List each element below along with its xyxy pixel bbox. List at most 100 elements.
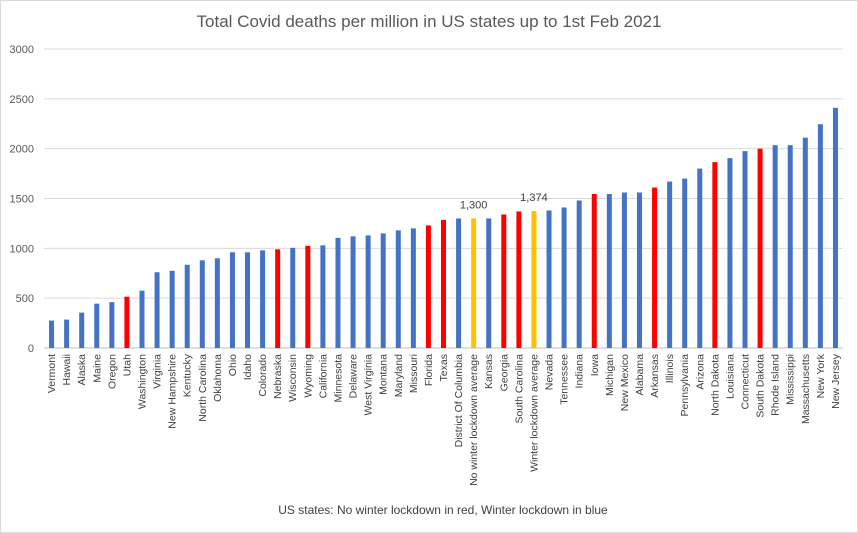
bar	[697, 168, 703, 348]
x-tick-label: Maine	[91, 354, 103, 383]
bar	[199, 260, 205, 348]
x-tick-label: Wyoming	[302, 354, 314, 398]
bar	[531, 211, 537, 348]
x-tick-label: Delaware	[348, 354, 360, 399]
bar	[350, 236, 356, 348]
x-tick-label: Vermont	[46, 354, 58, 393]
x-tick-label: Missouri	[408, 354, 420, 393]
bar	[516, 211, 522, 348]
x-tick-label: Arkansas	[649, 354, 661, 398]
bar	[410, 228, 416, 348]
y-tick-label: 1000	[10, 243, 34, 255]
x-tick-label: North Dakota	[709, 354, 721, 416]
x-tick-label: Maryland	[393, 354, 405, 397]
gridlines	[44, 48, 843, 349]
x-tick-label: Winter lockdown average	[528, 354, 540, 472]
bar	[682, 178, 688, 348]
x-tick-label: Connecticut	[740, 354, 752, 410]
x-tick-label: Washington	[136, 354, 148, 409]
x-tick-label: Virginia	[152, 354, 164, 389]
x-tick-label: Ohio	[227, 354, 239, 376]
bar	[606, 194, 612, 348]
x-tick-label: Indiana	[574, 354, 586, 389]
bar	[229, 252, 235, 348]
bar	[214, 258, 220, 348]
bar	[139, 290, 145, 348]
bar	[817, 124, 823, 348]
x-tick-label: Tennessee	[559, 354, 571, 405]
y-tick-label: 3000	[10, 44, 34, 56]
bar	[184, 264, 190, 348]
bar	[169, 270, 175, 348]
y-tick-label: 0	[28, 343, 34, 355]
bar	[290, 247, 296, 348]
bar	[727, 158, 733, 348]
y-tick-label: 2500	[10, 94, 34, 106]
x-tick-label: New Hampshire	[167, 354, 179, 429]
bar	[471, 218, 477, 348]
x-tick-label: Idaho	[242, 354, 254, 380]
bar	[441, 219, 446, 348]
bar	[742, 151, 748, 348]
x-tick-label: Minnesota	[332, 354, 344, 403]
bar	[802, 137, 808, 348]
x-tick-label: Illinois	[664, 354, 676, 383]
bar	[275, 249, 281, 348]
bar	[546, 210, 552, 348]
x-tick-label: No winter lockdown average	[468, 354, 480, 486]
x-tick-label: South Carolina	[513, 354, 525, 424]
bar	[772, 145, 778, 348]
x-tick-label: Nebraska	[272, 354, 284, 399]
bar	[305, 245, 311, 348]
x-tick-label: New Jersey	[830, 353, 842, 409]
bar	[109, 302, 115, 348]
x-tick-label: Utah	[121, 354, 133, 376]
x-tick-label: Kentucky	[182, 353, 194, 397]
bar	[335, 237, 341, 348]
x-tick-label: Mississippi	[785, 354, 797, 405]
x-tick-label: Alaska	[76, 354, 88, 386]
x-tick-label: Massachusetts	[800, 354, 812, 424]
bar	[757, 148, 763, 348]
x-tick-label: Kansas	[483, 354, 495, 389]
bar	[712, 162, 718, 348]
y-tick-label: 2000	[10, 144, 34, 156]
data-label: 1,300	[460, 199, 488, 211]
bar	[787, 145, 793, 348]
x-axis-title: US states: No winter lockdown in red, Wi…	[278, 503, 608, 517]
x-tick-label: Rhode Island	[770, 354, 782, 416]
bar	[667, 181, 673, 348]
x-tick-label: Florida	[423, 354, 435, 386]
x-tick-label: Oklahoma	[212, 354, 224, 402]
bar	[636, 192, 642, 348]
x-tick-label: Wisconsin	[287, 354, 299, 402]
x-tick-label: Oregon	[106, 354, 118, 389]
bar	[456, 218, 462, 348]
x-tick-label: California	[317, 354, 329, 399]
x-tick-label: Arizona	[694, 354, 706, 390]
x-tick-label: Colorado	[257, 354, 269, 397]
bar	[245, 252, 251, 348]
x-tick-label: South Dakota	[755, 354, 767, 418]
x-tick-label: New Mexico	[619, 354, 631, 411]
bar	[591, 194, 597, 348]
data-labels: 1,300 1,374	[460, 192, 548, 211]
bar	[124, 296, 130, 348]
x-tick-label: New York	[815, 353, 827, 398]
y-axis-tick-labels: 0 500 1000 1500 2000 2500 3000	[10, 44, 34, 355]
y-tick-label: 500	[16, 293, 34, 305]
x-tick-label: Pennsylvania	[679, 354, 691, 417]
bar	[621, 192, 627, 348]
bar	[425, 225, 431, 348]
x-tick-label: Alabama	[634, 354, 646, 396]
bar	[576, 200, 582, 348]
x-tick-label: Iowa	[589, 354, 601, 376]
bar	[832, 107, 838, 348]
bar	[260, 250, 266, 348]
x-tick-label: Nevada	[544, 354, 556, 390]
bar	[395, 230, 401, 348]
bar	[154, 272, 160, 348]
bar	[49, 320, 55, 348]
x-tick-label: Texas	[438, 354, 450, 381]
